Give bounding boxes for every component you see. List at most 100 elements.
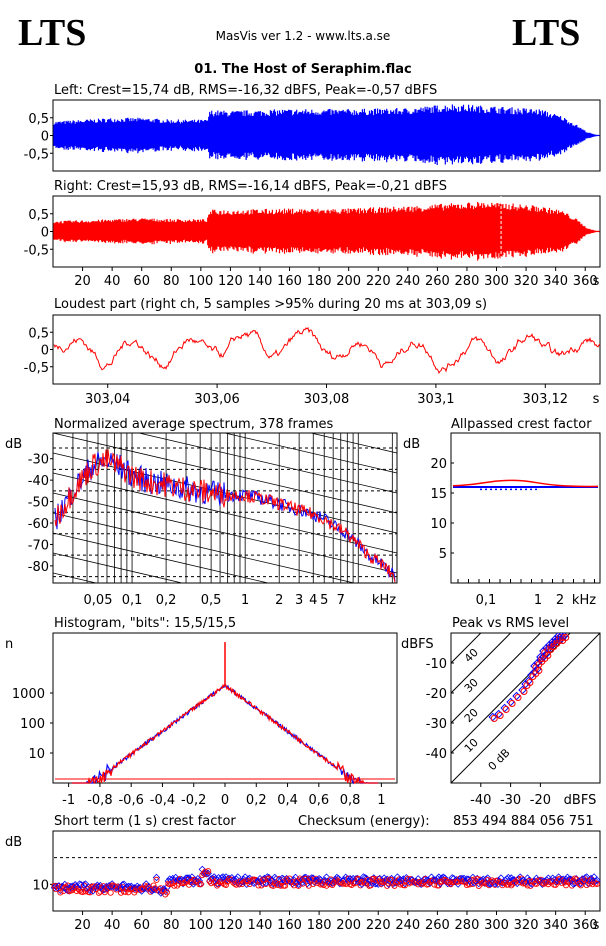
short-term-crest-right-point	[97, 888, 104, 895]
right-channel-xtick-label: s	[593, 274, 600, 289]
short-term-crest-xtick-label: 40	[104, 918, 121, 933]
right-channel-xtick-label: 240	[395, 274, 420, 289]
spectrum-xtick-label: 4	[309, 593, 317, 608]
short-term-crest-right-point	[64, 882, 71, 889]
peak-vs-rms-xtick-label: -20	[530, 793, 551, 808]
short-term-crest-right-point	[593, 880, 601, 888]
checksum-value: 853 494 884 056 751	[453, 814, 594, 829]
peak-vs-rms-xlabel: dBFS	[564, 793, 597, 808]
short-term-crest-frame	[52, 830, 601, 912]
right-channel-xtick-label: 60	[133, 274, 150, 289]
peak-vs-rms-right-point	[502, 706, 510, 713]
allpassed-crest-xtick-label: 2	[556, 593, 564, 608]
peak-vs-rms-title: Peak vs RMS level	[452, 616, 569, 631]
left-channel-waveform	[53, 104, 600, 165]
spectrum-xtick-label: 3	[295, 593, 303, 608]
spectrum-xtick-label: 0,1	[122, 593, 143, 608]
peak-vs-rms-diagonal	[451, 633, 482, 664]
short-term-crest-title: Short term (1 s) crest factor	[54, 814, 236, 829]
right-channel-xtick-label: 300	[484, 274, 509, 289]
short-term-crest-xtick-label: 280	[455, 918, 480, 933]
peak-vs-rms-ytick-label: -30	[426, 717, 447, 732]
loudest-part-xtick-label: 303,1	[417, 392, 454, 407]
spectrum-slope-line	[137, 433, 397, 494]
short-term-crest-left-point	[523, 874, 532, 882]
short-term-crest-right-point	[117, 889, 125, 896]
right-channel-xtick-label: 120	[218, 274, 243, 289]
short-term-crest-right-point	[149, 886, 156, 893]
spectrum-plot	[53, 433, 397, 583]
peak-vs-rms-right-point	[496, 712, 504, 719]
short-term-crest-left-point	[64, 886, 72, 895]
spectrum-xtick-label: 7	[337, 593, 345, 608]
left-channel-title: Left: Crest=15,74 dB, RMS=-16,32 dBFS, P…	[54, 83, 437, 98]
right-channel-ytick-label: 0	[41, 226, 49, 241]
peak-vs-rms-diagonal	[451, 633, 542, 724]
spectrum-xtick-label: 0,2	[156, 593, 177, 608]
short-term-crest-xtick-label: 140	[248, 918, 273, 933]
histogram-xtick-label: -0,4	[150, 793, 175, 808]
right-channel-xtick-label: 140	[248, 274, 273, 289]
spectrum-slope-line	[53, 512, 356, 583]
peak-vs-rms-right-point	[514, 694, 522, 701]
short-term-crest-xtick-label: 360	[573, 918, 598, 933]
app-title: MasVis ver 1.2 - www.lts.a.se	[216, 29, 391, 43]
short-term-crest-right-point	[277, 882, 284, 889]
spectrum-frame	[52, 432, 398, 584]
short-term-crest-xtick-label: 80	[163, 918, 180, 933]
peak-vs-rms-ylabel: dBFS	[401, 637, 434, 652]
checksum-label: Checksum (energy):	[298, 814, 430, 829]
short-term-crest-right-point	[491, 881, 499, 888]
histogram-xtick-label: 0	[221, 793, 229, 808]
short-term-crest-left-point	[251, 878, 260, 887]
histogram-xtick-label: -0,6	[118, 793, 143, 808]
loudest-part-line	[53, 326, 601, 375]
short-term-crest-left-point	[266, 879, 274, 887]
allpassed-crest-xtick-label: kHz	[572, 593, 596, 608]
short-term-crest-right-point	[197, 881, 204, 888]
short-term-crest-left-point	[305, 875, 313, 883]
short-term-crest-left-point	[186, 876, 195, 884]
short-term-crest-right-point	[76, 887, 83, 894]
short-term-crest-right-point	[443, 877, 450, 884]
spectrum-ytick-label: -30	[28, 453, 49, 468]
short-term-crest-right-point	[95, 889, 102, 896]
right-channel-xtick-label: 200	[336, 274, 361, 289]
allpassed-crest-ytick-label: 5	[439, 547, 447, 562]
histogram-title: Histogram, "bits": 15,5/15,5	[54, 616, 236, 631]
short-term-crest-right-point	[205, 868, 212, 875]
right-channel-xtick-label: 40	[104, 274, 121, 289]
short-term-crest-left-point	[204, 869, 212, 878]
histogram-xtick-label: 0,8	[340, 793, 361, 808]
peak-vs-rms-xtick-label: -30	[500, 793, 521, 808]
right-channel-xtick-label: 340	[543, 274, 568, 289]
peak-vs-rms-diagonal	[451, 633, 571, 754]
short-term-crest-right-point	[153, 876, 160, 883]
peak-vs-rms-right-point	[526, 679, 534, 686]
spectrum-xtick-label: 0,5	[201, 593, 222, 608]
peak-vs-rms-diagonal	[451, 633, 600, 783]
short-term-crest-right-point	[69, 887, 76, 894]
short-term-crest-xtick-label: 300	[484, 918, 509, 933]
short-term-crest-left-point	[188, 873, 196, 881]
peak-vs-rms-right-point	[520, 688, 528, 695]
right-channel-ytick-label: 0,5	[28, 208, 49, 223]
allpassed-crest-ytick-label: 20	[430, 457, 447, 472]
short-term-crest-right-point	[391, 882, 398, 889]
allpassed-crest-ytick-label: 10	[430, 517, 447, 532]
loudest-part-ytick-label: -0,5	[24, 361, 49, 376]
loudest-part-frame	[52, 314, 601, 385]
right-channel-xtick-label: 80	[163, 274, 180, 289]
spectrum-xtick-label: 2	[275, 593, 283, 608]
right-channel-waveform	[53, 202, 600, 261]
spectrum-slope-line	[53, 433, 397, 514]
short-term-crest-right-point	[57, 889, 64, 896]
loudest-part-ytick-label: 0,5	[28, 326, 49, 341]
spectrum-slope-line	[53, 532, 270, 583]
short-term-crest-xtick-label: 180	[307, 918, 332, 933]
short-term-crest-left-point	[118, 881, 127, 889]
allpassed-crest-xtick-label: 0,1	[476, 593, 497, 608]
short-term-crest-left-point	[152, 873, 161, 882]
logo-left: LTS	[18, 12, 86, 54]
